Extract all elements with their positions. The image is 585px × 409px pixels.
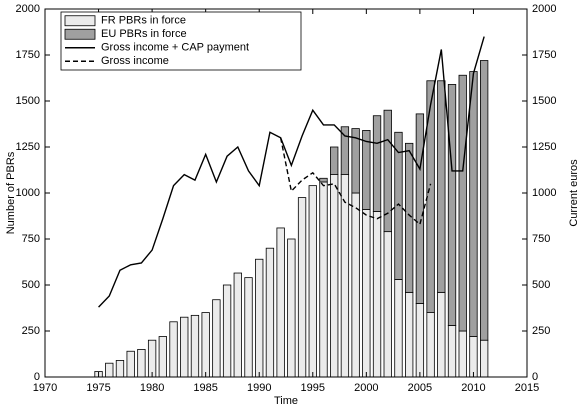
bar bbox=[480, 60, 489, 341]
bar bbox=[372, 210, 382, 378]
bar bbox=[105, 362, 114, 378]
bar bbox=[180, 316, 189, 378]
bar bbox=[137, 348, 146, 378]
x-axis-label: Time bbox=[274, 395, 298, 407]
bar bbox=[158, 336, 167, 378]
bar bbox=[394, 279, 403, 378]
x-tick-label: 1980 bbox=[140, 382, 164, 394]
bar bbox=[244, 277, 253, 378]
bar bbox=[394, 131, 403, 280]
y2-tick-label: 1250 bbox=[532, 141, 556, 153]
bar bbox=[372, 115, 382, 212]
x-tick-label: 1990 bbox=[247, 382, 271, 394]
line bbox=[279, 137, 432, 226]
y2-tick-label: 750 bbox=[532, 233, 550, 245]
bar bbox=[415, 302, 425, 378]
y-axis-label: Number of PBRs bbox=[5, 151, 17, 234]
x-tick-label: 1975 bbox=[86, 382, 110, 394]
bar bbox=[287, 238, 296, 378]
bar bbox=[190, 314, 200, 378]
bar bbox=[115, 360, 125, 378]
bar bbox=[405, 142, 414, 293]
y2-tick-label: 1750 bbox=[532, 49, 556, 61]
bar bbox=[255, 258, 264, 378]
legend-label: Gross income bbox=[101, 55, 169, 67]
bar bbox=[480, 339, 489, 378]
y-tick-label: 1750 bbox=[16, 49, 40, 61]
y-tick-label: 1250 bbox=[16, 141, 40, 153]
x-tick-label: 1985 bbox=[193, 382, 217, 394]
bar bbox=[469, 71, 478, 337]
bar bbox=[415, 113, 425, 304]
bar bbox=[437, 80, 446, 293]
bar bbox=[340, 174, 350, 378]
legend-label: FR PBRs in force bbox=[101, 15, 186, 27]
bar bbox=[308, 185, 317, 378]
legend-label: Gross income + CAP payment bbox=[101, 42, 249, 54]
bar bbox=[340, 126, 350, 176]
bar bbox=[351, 128, 360, 194]
line bbox=[98, 36, 485, 308]
bar bbox=[222, 284, 232, 378]
bar bbox=[426, 312, 435, 378]
bar bbox=[169, 321, 178, 378]
bar bbox=[330, 146, 339, 176]
legend-swatch bbox=[64, 15, 96, 27]
y-tick-label: 1500 bbox=[16, 95, 40, 107]
x-tick-label: 2010 bbox=[461, 382, 485, 394]
x-tick-label: 1970 bbox=[33, 382, 57, 394]
y2-tick-label: 2000 bbox=[532, 3, 556, 15]
legend-label: EU PBRs in force bbox=[101, 28, 187, 40]
bar bbox=[351, 192, 360, 378]
bar bbox=[447, 325, 457, 378]
bar bbox=[147, 339, 157, 378]
y-tick-label: 500 bbox=[22, 279, 40, 291]
x-tick-label: 2015 bbox=[515, 382, 539, 394]
x-tick-label: 2000 bbox=[354, 382, 378, 394]
bar bbox=[383, 231, 392, 378]
bar bbox=[233, 272, 242, 378]
bar bbox=[276, 227, 285, 378]
bar bbox=[447, 84, 457, 326]
y2-tick-label: 1500 bbox=[532, 95, 556, 107]
bar bbox=[362, 209, 371, 378]
y-tick-label: 1000 bbox=[16, 187, 40, 199]
y2-axis-label: Current euros bbox=[568, 159, 580, 227]
bar bbox=[458, 74, 467, 332]
y-tick-label: 0 bbox=[34, 371, 40, 383]
legend-swatch bbox=[64, 28, 96, 40]
bar bbox=[362, 130, 371, 210]
bar bbox=[265, 247, 275, 378]
bar bbox=[319, 181, 328, 378]
y-tick-label: 750 bbox=[22, 233, 40, 245]
bar bbox=[201, 312, 210, 378]
y-tick-label: 250 bbox=[22, 325, 40, 337]
y2-tick-label: 0 bbox=[532, 371, 538, 383]
bar bbox=[458, 330, 467, 378]
bar bbox=[126, 350, 135, 378]
bar bbox=[212, 299, 221, 378]
bar bbox=[469, 336, 478, 378]
y2-tick-label: 500 bbox=[532, 279, 550, 291]
bar bbox=[383, 109, 392, 233]
legend-box bbox=[60, 11, 302, 71]
y2-tick-label: 250 bbox=[532, 325, 550, 337]
bar bbox=[437, 291, 446, 378]
bar bbox=[319, 177, 328, 183]
x-tick-label: 1995 bbox=[301, 382, 325, 394]
bar bbox=[405, 291, 414, 378]
y-tick-label: 2000 bbox=[16, 3, 40, 15]
bar bbox=[426, 80, 435, 313]
bar bbox=[330, 174, 339, 378]
x-tick-label: 2005 bbox=[408, 382, 432, 394]
y2-tick-label: 1000 bbox=[532, 187, 556, 199]
bar bbox=[297, 197, 307, 378]
